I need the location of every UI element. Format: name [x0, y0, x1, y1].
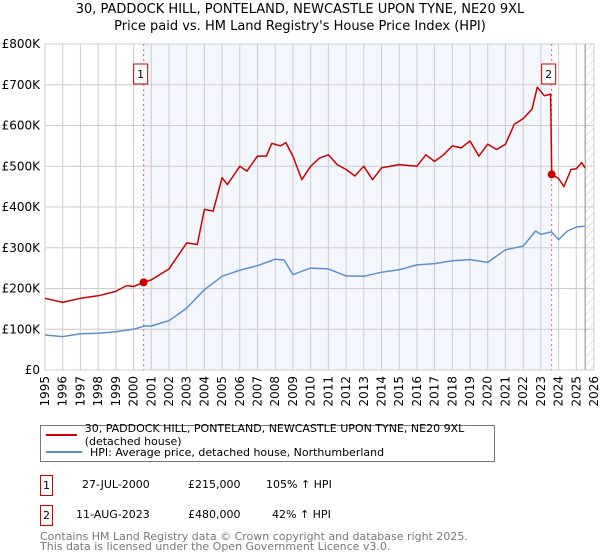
transaction-row: 1 27-JUL-2000 £215,000 105% ↑ HPI — [40, 475, 440, 496]
transaction-row: 2 11-AUG-2023 £480,000 42% ↑ HPI — [40, 505, 440, 526]
x-tick-label: 1995 — [38, 376, 52, 407]
chart-subtitle: Price paid vs. HM Land Registry's House … — [114, 19, 486, 34]
legend-label: HPI: Average price, detached house, Nort… — [90, 445, 385, 459]
x-tick-label: 2018 — [445, 376, 459, 407]
y-tick-label: £800K — [2, 37, 42, 51]
x-tick-label: 2015 — [392, 376, 406, 407]
y-tick-label: £700K — [2, 78, 42, 92]
x-tick-label: 2005 — [215, 376, 229, 407]
footer: Contains HM Land Registry data © Crown c… — [40, 530, 468, 553]
y-tick-label: £200K — [2, 282, 42, 296]
transaction-price: £480,000 — [188, 508, 241, 521]
legend-label: 30, PADDOCK HILL, PONTELAND, NEWCASTLE U… — [84, 422, 465, 448]
x-tick-label: 2010 — [304, 376, 318, 407]
x-tick-label: 2017 — [428, 376, 442, 407]
x-tick-label: 2014 — [374, 376, 388, 407]
sale-point — [547, 170, 556, 179]
y-tick-label: £600K — [2, 119, 42, 133]
legend-swatch-red — [46, 434, 77, 436]
annotation-label: 2 — [545, 68, 552, 81]
x-tick-label: 2008 — [268, 376, 282, 407]
x-tick-label: 2024 — [552, 376, 566, 407]
x-tick-label: 2009 — [286, 376, 300, 407]
sale-point — [139, 278, 148, 287]
x-tick-label: 2019 — [463, 376, 477, 407]
x-tick-label: 2006 — [233, 376, 247, 407]
transaction-hpi: 42% ↑ HPI — [272, 508, 331, 521]
x-tick-label: 2026 — [587, 376, 600, 407]
x-tick-label: 2003 — [180, 376, 194, 407]
x-tick-label: 2020 — [481, 376, 495, 407]
x-tick-label: 2023 — [534, 376, 548, 407]
x-tick-label: 1997 — [73, 376, 87, 407]
annotation-box — [541, 63, 557, 85]
plot-border — [44, 43, 595, 371]
transaction-marker: 1 — [40, 475, 53, 496]
x-tick-label: 1999 — [109, 376, 123, 407]
y-tick-label: £300K — [2, 241, 42, 255]
x-tick-label: 2007 — [251, 376, 265, 407]
y-tick-label: £100K — [2, 322, 42, 336]
x-tick-label: 1998 — [91, 376, 105, 407]
x-tick-label: 2022 — [516, 376, 530, 407]
transaction-date: 11-AUG-2023 — [76, 508, 150, 521]
transaction-marker: 2 — [40, 505, 53, 526]
legend: 30, PADDOCK HILL, PONTELAND, NEWCASTLE U… — [40, 422, 495, 462]
x-tick-label: 1996 — [56, 376, 70, 407]
legend-item-hpi: HPI: Average price, detached house, Nort… — [41, 444, 384, 460]
legend-item-property: 30, PADDOCK HILL, PONTELAND, NEWCASTLE U… — [41, 422, 494, 448]
x-tick-label: 2002 — [162, 376, 176, 407]
series-line — [44, 225, 586, 338]
x-tick-label: 2013 — [357, 376, 371, 407]
x-tick-label: 2016 — [410, 376, 424, 407]
annotation-label: 1 — [137, 68, 144, 81]
x-tick-label: 2004 — [197, 376, 211, 407]
x-tick-label: 2001 — [144, 376, 158, 407]
footer-copyright: Contains HM Land Registry data © Crown c… — [40, 530, 468, 543]
y-tick-label: £400K — [2, 200, 42, 214]
series-line — [44, 86, 586, 304]
legend-swatch-blue — [46, 451, 82, 453]
x-tick-label: 2011 — [321, 376, 335, 407]
price-chart: £0 £100K £200K £300K £400K £500K £600K £700K £80… — [2, 37, 600, 407]
x-tick-label: 2021 — [498, 376, 512, 407]
x-tick-label: 2000 — [127, 376, 141, 407]
x-tick-label: 2025 — [569, 376, 583, 407]
chart-title: 30, PADDOCK HILL, PONTELAND, NEWCASTLE U… — [75, 2, 525, 17]
y-tick-label: £0 — [25, 363, 40, 377]
transaction-hpi: 105% ↑ HPI — [266, 478, 332, 491]
transaction-price: £215,000 — [188, 478, 241, 491]
transaction-date: 27-JUL-2000 — [82, 478, 150, 491]
footer-licence: This data is licensed under the Open Gov… — [40, 540, 391, 553]
annotation-box — [133, 63, 149, 85]
y-tick-label: £500K — [2, 159, 42, 173]
x-tick-label: 2012 — [339, 376, 353, 407]
